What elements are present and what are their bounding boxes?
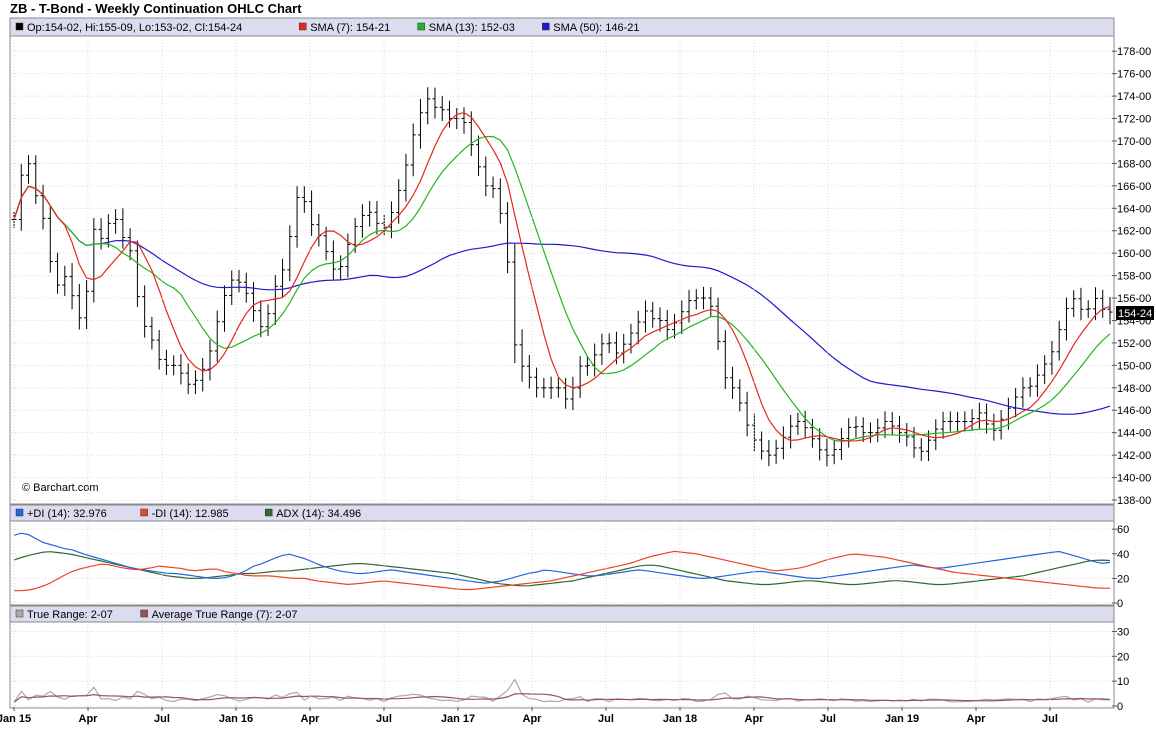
dmi-panel-header — [9, 504, 1115, 522]
price-grid — [12, 50, 1112, 501]
chart-title: ZB - T-Bond - Weekly Continuation OHLC C… — [10, 1, 302, 16]
y-tick-label: 10 — [1117, 676, 1129, 688]
y-tick-label: 140-00 — [1117, 473, 1151, 485]
y-tick-label: 148-00 — [1117, 383, 1151, 395]
legend-text-sma13: SMA (13): 152-03 — [429, 22, 515, 34]
true-range-line — [13, 678, 1111, 703]
y-tick-label: 174-00 — [1117, 91, 1151, 103]
y-tick-label: 166-00 — [1117, 181, 1151, 193]
y-tick-label: 176-00 — [1117, 69, 1151, 81]
y-tick-label: 172-00 — [1117, 114, 1151, 126]
watermark: © Barchart.com — [22, 482, 99, 494]
atr-line — [13, 693, 1111, 703]
legend-swatch-sma7 — [298, 22, 307, 31]
legend-swatch-minus_di — [140, 508, 148, 517]
legend-text-atr: Average True Range (7): 2-07 — [152, 609, 298, 621]
y-tick-label: 142-00 — [1117, 450, 1151, 462]
tr-axis: 30 20 10 0 — [1112, 626, 1129, 713]
sma50-line — [13, 185, 1111, 415]
y-tick-label: 20 — [1117, 573, 1129, 585]
x-tick-label: Jan 15 — [0, 713, 31, 725]
last-price-label: 154-24 — [1118, 308, 1152, 320]
y-tick-label: 156-00 — [1117, 293, 1151, 305]
price-series — [11, 87, 1113, 467]
x-axis: Jan 15 Apr Jul Jan 16 Apr Jul Jan 17 Apr Jul Jan … — [0, 40, 1058, 725]
price-axis: 178-00 176-00 174-00 172-00 170-00 168-00 166-… — [1112, 46, 1151, 507]
adx-line — [13, 551, 1111, 587]
x-tick-label: Jul — [820, 713, 836, 725]
dmi-axis: 60 40 20 0 — [1112, 524, 1129, 610]
legend-text-adx: ADX (14): 34.496 — [276, 508, 361, 520]
price-legend: Op:154-02, Hi:155-09, Lo:153-02, Cl:154-… — [15, 22, 640, 34]
minus-di-line — [14, 550, 1110, 592]
y-tick-label: 162-00 — [1117, 226, 1151, 238]
y-tick-label: 146-00 — [1117, 405, 1151, 417]
sma7-line — [13, 111, 1111, 442]
y-tick-label: 164-00 — [1117, 203, 1151, 215]
x-tick-label: Apr — [745, 713, 765, 725]
dmi-legend: +DI (14): 32.976 -DI (14): 12.985 ADX (14)… — [15, 508, 361, 520]
price-panel-frame — [9, 17, 1115, 505]
y-tick-label: 144-00 — [1117, 428, 1151, 440]
legend-text-sma50: SMA (50): 146-21 — [553, 22, 639, 34]
y-tick-label: 170-00 — [1117, 136, 1151, 148]
legend-swatch-adx — [264, 508, 273, 517]
y-tick-label: 160-00 — [1117, 248, 1151, 260]
y-tick-label: 0 — [1117, 701, 1123, 713]
y-tick-label: 60 — [1117, 524, 1129, 536]
legend-text-ohlc: Op:154-02, Hi:155-09, Lo:153-02, Cl:154-… — [27, 22, 242, 34]
x-tick-label: Jul — [598, 713, 614, 725]
legend-swatch-plus_di — [15, 508, 24, 517]
legend-text-true_range: True Range: 2-07 — [27, 609, 113, 621]
tr-legend: True Range: 2-07 Average True Range (7): … — [15, 609, 298, 621]
y-tick-label: 20 — [1117, 651, 1129, 663]
legend-swatch-true_range — [15, 609, 24, 618]
legend-text-minus_di: -DI (14): 12.985 — [152, 508, 229, 520]
x-tick-label: Apr — [967, 713, 987, 725]
x-tick-label: Jan 19 — [885, 713, 919, 725]
x-tick-label: Jul — [154, 713, 170, 725]
x-tick-label: Jul — [1042, 713, 1058, 725]
legend-swatch-atr — [140, 609, 148, 618]
y-tick-label: 30 — [1117, 626, 1129, 638]
y-tick-label: 0 — [1117, 598, 1123, 610]
y-tick-label: 168-00 — [1117, 158, 1151, 170]
dmi-panel-frame — [9, 504, 1115, 606]
legend-text-plus_di: +DI (14): 32.976 — [27, 508, 107, 520]
y-tick-label: 150-00 — [1117, 360, 1151, 372]
x-tick-label: Jan 17 — [441, 713, 475, 725]
legend-text-sma7: SMA (7): 154-21 — [310, 22, 390, 34]
tr-grid — [12, 630, 1112, 707]
y-tick-label: 178-00 — [1117, 46, 1151, 58]
x-tick-label: Apr — [523, 713, 543, 725]
x-tick-label: Jan 18 — [663, 713, 697, 725]
y-tick-label: 138-00 — [1117, 495, 1151, 507]
x-tick-label: Jul — [376, 713, 392, 725]
last-price-tag: 154-24 — [1116, 306, 1154, 320]
legend-swatch-sma13 — [417, 22, 425, 31]
legend-swatch-ohlc — [15, 22, 24, 31]
tr-panel-frame — [9, 605, 1115, 709]
x-tick-label: Apr — [79, 713, 99, 725]
x-tick-label: Jan 16 — [219, 713, 253, 725]
price-panel-header — [9, 17, 1115, 37]
x-tick-label: Apr — [301, 713, 321, 725]
legend-swatch-sma50 — [542, 22, 550, 31]
tr-panel-header — [9, 605, 1115, 623]
dmi-series — [13, 532, 1111, 592]
y-tick-label: 40 — [1117, 549, 1129, 561]
y-tick-label: 158-00 — [1117, 271, 1151, 283]
sma13-line — [13, 135, 1111, 443]
tr-series — [13, 678, 1111, 703]
y-tick-label: 152-00 — [1117, 338, 1151, 350]
